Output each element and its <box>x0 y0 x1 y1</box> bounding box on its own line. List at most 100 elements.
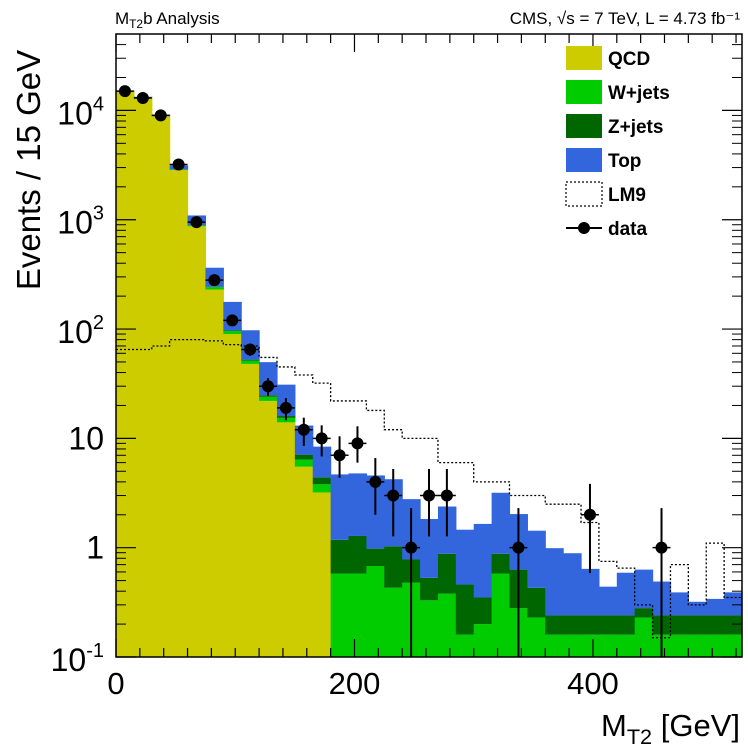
data-point <box>405 541 418 554</box>
legend-label: W+jets <box>608 83 670 104</box>
bar-top <box>724 592 743 616</box>
bar-top <box>581 568 600 616</box>
bar-z-jets <box>294 454 314 460</box>
bar-qcd <box>312 492 332 657</box>
legend: QCD W+jets Z+jets Top LM9 data <box>565 46 670 240</box>
bar-w-jets <box>348 573 367 657</box>
bar-top <box>616 572 636 616</box>
bar-z-jets <box>581 615 600 635</box>
bar-z-jets <box>348 535 367 574</box>
bar-w-jets <box>455 634 475 657</box>
bar-qcd <box>169 170 189 658</box>
bar-z-jets <box>634 608 654 618</box>
bar-w-jets <box>420 600 439 657</box>
bar-qcd <box>294 466 314 657</box>
data-point <box>172 158 185 171</box>
bar-top <box>348 473 367 536</box>
x-tick-label: 400 <box>567 666 619 701</box>
bar-top <box>670 592 689 616</box>
bar-z-jets <box>420 577 439 601</box>
bar-qcd <box>223 334 242 657</box>
axes: 0 200 400 10-1 1 10 102 103 104 <box>51 33 742 701</box>
legend-swatch-top <box>566 148 602 172</box>
data-point <box>208 274 221 287</box>
bar-qcd <box>276 422 296 657</box>
data-point <box>262 380 275 393</box>
bar-top <box>634 569 654 609</box>
legend-label: Z+jets <box>608 117 663 138</box>
bar-w-jets <box>437 593 457 657</box>
bar-z-jets <box>706 615 725 635</box>
bar-w-jets <box>670 634 689 657</box>
bar-top <box>312 446 332 478</box>
bar-qcd <box>116 91 135 657</box>
bar-w-jets <box>205 287 224 290</box>
bar-z-jets <box>223 330 242 331</box>
bar-z-jets <box>330 539 350 574</box>
bar-top <box>330 474 350 540</box>
bar-w-jets <box>384 587 403 657</box>
data-point <box>154 109 167 122</box>
data-point <box>226 314 239 327</box>
bar-z-jets <box>598 615 618 635</box>
data-point <box>369 475 382 488</box>
bar-top <box>420 518 439 578</box>
bar-z-jets <box>688 615 707 635</box>
bar-z-jets <box>437 553 457 594</box>
bar-z-jets <box>491 553 511 574</box>
data-point <box>440 489 453 502</box>
bar-z-jets <box>616 615 636 635</box>
bar-qcd <box>187 226 207 657</box>
bar-top <box>491 492 511 554</box>
bar-w-jets <box>330 573 350 657</box>
bar-z-jets <box>259 395 278 397</box>
bar-top <box>598 586 618 616</box>
bar-top <box>473 523 493 598</box>
legend-label: Top <box>608 151 641 172</box>
bar-w-jets <box>634 617 654 657</box>
x-axis-title: MT2 [GeV] <box>601 708 740 749</box>
plot-area <box>116 85 743 658</box>
bar-z-jets <box>670 615 689 635</box>
bar-w-jets <box>312 484 332 493</box>
y-tick-label: 10-1 <box>51 640 104 678</box>
bar-w-jets <box>259 396 278 401</box>
legend-label: data <box>608 219 648 240</box>
legend-label: QCD <box>608 49 650 70</box>
bar-z-jets <box>545 615 564 635</box>
experiment-label: CMS, √s = 7 TeV, L = 4.73 fb⁻¹ <box>510 9 741 28</box>
bar-z-jets <box>527 587 546 618</box>
bar-w-jets <box>545 634 564 657</box>
bar-qcd <box>259 400 278 657</box>
bar-w-jets <box>366 565 385 657</box>
bar-w-jets <box>724 634 743 657</box>
data-point <box>423 489 435 502</box>
bar-z-jets <box>384 546 403 588</box>
bar-w-jets <box>563 634 582 657</box>
lm9-line <box>116 338 742 639</box>
x-tick-label: 200 <box>329 666 381 701</box>
data-point <box>387 489 400 502</box>
legend-swatch-w-jets <box>566 80 602 104</box>
bar-top <box>455 529 475 585</box>
legend-swatch-data-point <box>578 222 590 234</box>
bar-z-jets <box>563 615 582 635</box>
data-point <box>136 91 149 104</box>
data-point <box>315 432 328 445</box>
y-tick-label: 102 <box>57 312 104 350</box>
bar-qcd <box>151 116 171 657</box>
bar-w-jets <box>581 634 600 657</box>
data-point <box>583 508 596 521</box>
bar-z-jets <box>241 359 260 361</box>
y-tick-label: 103 <box>57 203 104 241</box>
data-point <box>297 423 310 436</box>
bar-w-jets <box>491 573 511 657</box>
y-tick-label: 104 <box>57 93 104 131</box>
data-point <box>118 85 131 98</box>
bar-top <box>563 553 582 616</box>
bar-w-jets <box>616 634 636 657</box>
bar-z-jets <box>724 615 743 635</box>
y-axis-title: Events / 15 GeV <box>10 50 47 290</box>
bar-w-jets <box>527 617 546 657</box>
